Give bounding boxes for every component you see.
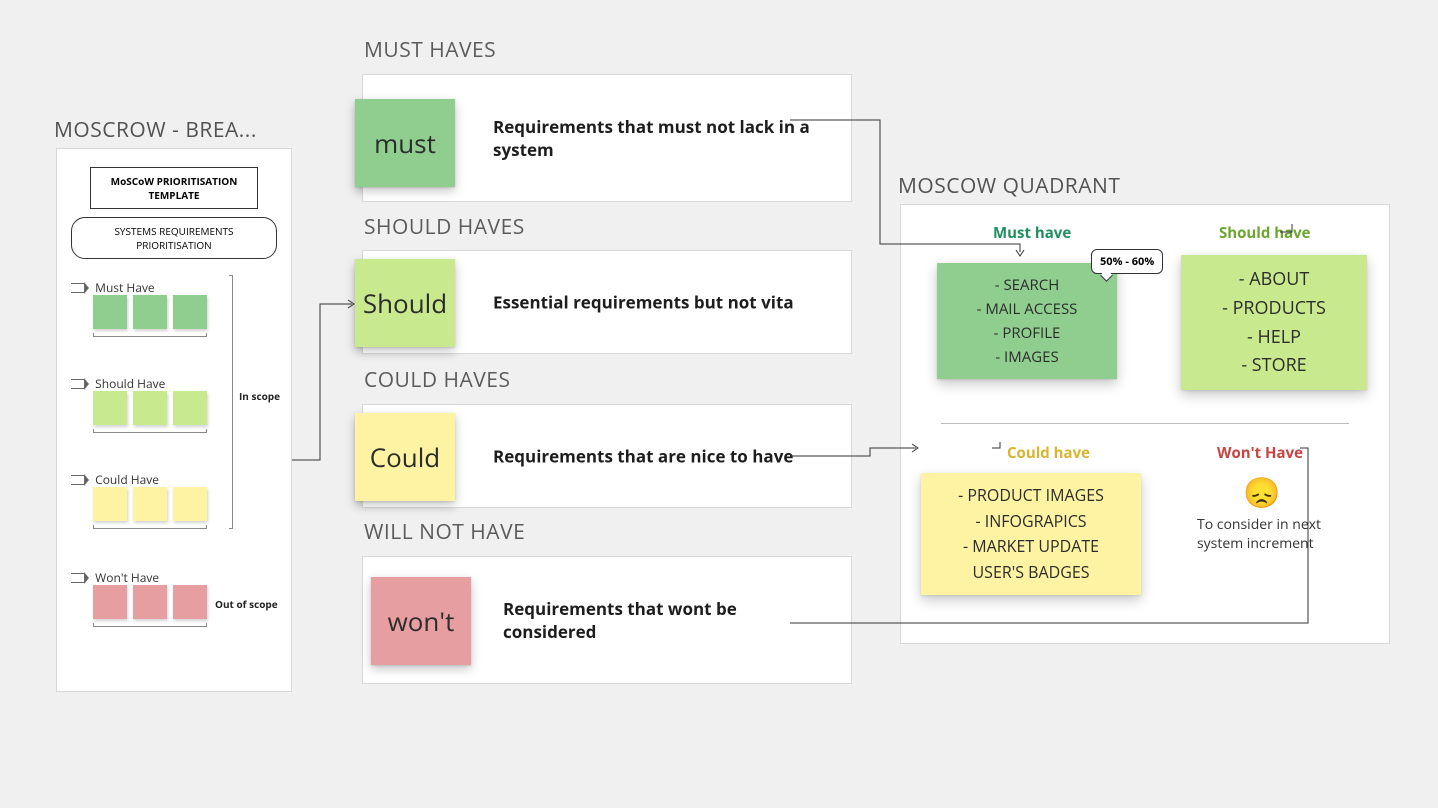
quad-item: - PROFILE xyxy=(945,321,1109,345)
tpl-cat-label: Must Have xyxy=(95,279,155,296)
arrow-icon xyxy=(71,379,85,389)
tpl-cat-should: Should Have xyxy=(71,371,165,393)
quad-label-could: Could have xyxy=(1007,443,1090,463)
tpl-cat-label: Could Have xyxy=(95,471,159,488)
bracket-icon xyxy=(93,525,207,529)
quad-item: USER'S BADGES xyxy=(929,560,1133,586)
quad-label-should: Should have xyxy=(1219,223,1311,243)
mini-note xyxy=(93,295,127,329)
quad-item: - SEARCH xyxy=(945,273,1109,297)
mini-note xyxy=(133,391,167,425)
in-scope-label: In scope xyxy=(239,389,283,403)
quad-item: - MARKET UPDATE xyxy=(929,534,1133,560)
heading-will-not-have: WILL NOT HAVE xyxy=(364,518,525,546)
quad-item: - INFOGRAPICS xyxy=(929,509,1133,535)
tpl-cat-label: Won't Have xyxy=(95,569,159,586)
tpl-notes-wont xyxy=(93,585,207,619)
tpl-notes-should xyxy=(93,391,207,425)
arrow-icon xyxy=(71,283,85,293)
mini-note xyxy=(173,487,207,521)
quad-item: - HELP xyxy=(1189,323,1359,352)
heading-must-haves: MUST HAVES xyxy=(364,36,496,64)
mini-note xyxy=(133,585,167,619)
sticky-could[interactable]: Could xyxy=(355,413,455,501)
bracket-icon xyxy=(93,333,207,337)
mini-note xyxy=(173,391,207,425)
tpl-cat-label: Should Have xyxy=(95,375,165,392)
mini-note xyxy=(173,295,207,329)
arrow-icon xyxy=(71,475,85,485)
heading-should-haves: SHOULD HAVES xyxy=(364,213,525,241)
card-could: Could Requirements that are nice to have xyxy=(362,404,852,508)
sticky-wont[interactable]: won't xyxy=(371,577,471,665)
quad-label-wont: Won't Have xyxy=(1217,443,1303,463)
mini-note xyxy=(133,487,167,521)
sticky-should[interactable]: Should xyxy=(355,259,455,347)
quad-item: - PRODUCT IMAGES xyxy=(929,483,1133,509)
quad-note-must[interactable]: - SEARCH - MAIL ACCESS - PROFILE - IMAGE… xyxy=(937,263,1117,379)
tpl-notes-must xyxy=(93,295,207,329)
quad-item: - IMAGES xyxy=(945,345,1109,369)
sad-face-icon: 😞 xyxy=(1243,471,1280,512)
wont-have-text: To consider in next system increment xyxy=(1197,515,1357,553)
quad-item: - ABOUT xyxy=(1189,265,1359,294)
tpl-notes-could xyxy=(93,487,207,521)
bracket-icon xyxy=(229,275,233,529)
desc-wont: Requirements that wont be considered xyxy=(503,597,833,643)
quad-note-should[interactable]: - ABOUT - PRODUCTS - HELP - STORE xyxy=(1181,255,1367,390)
mini-note xyxy=(173,585,207,619)
template-subtitle-box: SYSTEMS REQUIREMENTS PRIORITISATION xyxy=(71,217,277,259)
mini-note xyxy=(93,585,127,619)
bracket-icon xyxy=(93,429,207,433)
card-should: Should Essential requirements but not vi… xyxy=(362,250,852,354)
tpl-cat-wont: Won't Have xyxy=(71,565,159,587)
sticky-must[interactable]: must xyxy=(355,99,455,187)
quad-note-could[interactable]: - PRODUCT IMAGES - INFOGRAPICS - MARKET … xyxy=(921,473,1141,595)
quad-item: - STORE xyxy=(1189,351,1359,380)
bracket-icon xyxy=(93,623,207,627)
heading-could-haves: COULD HAVES xyxy=(364,366,511,394)
out-scope-label: Out of scope xyxy=(215,597,278,611)
tpl-cat-must: Must Have xyxy=(71,275,155,297)
mini-note xyxy=(133,295,167,329)
card-wont: won't Requirements that wont be consider… xyxy=(362,556,852,684)
speech-bubble-percentage: 50% - 60% xyxy=(1091,249,1163,274)
card-must: must Requirements that must not lack in … xyxy=(362,74,852,202)
desc-must: Requirements that must not lack in a sys… xyxy=(493,115,823,161)
desc-could: Requirements that are nice to have xyxy=(493,445,823,468)
quadrant-divider xyxy=(941,423,1349,424)
quad-label-must: Must have xyxy=(993,223,1071,243)
moscow-quadrant-panel: Must have - SEARCH - MAIL ACCESS - PROFI… xyxy=(900,204,1390,644)
quad-item: - PRODUCTS xyxy=(1189,294,1359,323)
left-panel-title: MOSCROW - BREA... xyxy=(54,116,257,144)
moscow-template-panel: MoSCoW PRIORITISATION TEMPLATE SYSTEMS R… xyxy=(56,148,292,692)
arrow-icon xyxy=(71,573,85,583)
mini-note xyxy=(93,487,127,521)
quad-item: - MAIL ACCESS xyxy=(945,297,1109,321)
mini-note xyxy=(93,391,127,425)
tpl-cat-could: Could Have xyxy=(71,467,159,489)
desc-should: Essential requirements but not vita xyxy=(493,291,823,314)
quadrant-title: MOSCOW QUADRANT xyxy=(898,172,1120,200)
template-title-box: MoSCoW PRIORITISATION TEMPLATE xyxy=(90,167,258,209)
